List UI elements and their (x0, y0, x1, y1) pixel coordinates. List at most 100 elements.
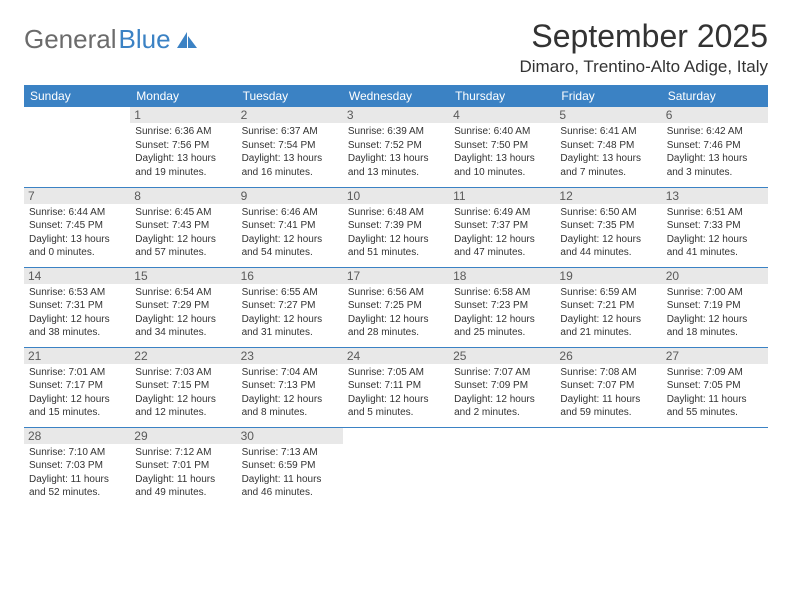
day-info: Sunrise: 6:56 AMSunset: 7:25 PMDaylight:… (348, 286, 444, 340)
day-info: Sunrise: 7:12 AMSunset: 7:01 PMDaylight:… (135, 446, 231, 500)
day-info: Sunrise: 6:53 AMSunset: 7:31 PMDaylight:… (29, 286, 125, 340)
calendar-body: 1 Sunrise: 6:36 AMSunset: 7:56 PMDaylight… (24, 107, 768, 507)
day-info: Sunrise: 7:13 AMSunset: 6:59 PMDaylight:… (242, 446, 338, 500)
day-number: 12 (555, 188, 661, 204)
day-info: Sunrise: 6:50 AMSunset: 7:35 PMDaylight:… (560, 206, 656, 260)
day-info: Sunrise: 6:37 AMSunset: 7:54 PMDaylight:… (242, 125, 338, 179)
calendar-day-cell: 19 Sunrise: 6:59 AMSunset: 7:21 PMDayligh… (555, 267, 661, 347)
day-number: 27 (662, 348, 768, 364)
calendar-day-cell: 8 Sunrise: 6:45 AMSunset: 7:43 PMDaylight… (130, 187, 236, 267)
calendar-day-cell: 29 Sunrise: 7:12 AMSunset: 7:01 PMDayligh… (130, 427, 236, 507)
calendar-week-row: 28 Sunrise: 7:10 AMSunset: 7:03 PMDayligh… (24, 427, 768, 507)
weekday-header: Saturday (662, 85, 768, 107)
calendar-day-cell: 7 Sunrise: 6:44 AMSunset: 7:45 PMDaylight… (24, 187, 130, 267)
day-number: 24 (343, 348, 449, 364)
calendar-day-cell: 24 Sunrise: 7:05 AMSunset: 7:11 PMDayligh… (343, 347, 449, 427)
calendar-day-cell: 21 Sunrise: 7:01 AMSunset: 7:17 PMDayligh… (24, 347, 130, 427)
day-number: 8 (130, 188, 236, 204)
day-info: Sunrise: 7:10 AMSunset: 7:03 PMDaylight:… (29, 446, 125, 500)
day-number: 15 (130, 268, 236, 284)
day-info: Sunrise: 6:55 AMSunset: 7:27 PMDaylight:… (242, 286, 338, 340)
day-info: Sunrise: 6:44 AMSunset: 7:45 PMDaylight:… (29, 206, 125, 260)
day-number: 6 (662, 107, 768, 123)
calendar-week-row: 21 Sunrise: 7:01 AMSunset: 7:17 PMDayligh… (24, 347, 768, 427)
calendar-day-cell: 2 Sunrise: 6:37 AMSunset: 7:54 PMDaylight… (237, 107, 343, 187)
day-number: 5 (555, 107, 661, 123)
day-number: 14 (24, 268, 130, 284)
calendar-day-cell: 5Sunrise: 6:41 AMSunset: 7:48 PMDaylight… (555, 107, 661, 187)
day-info: Sunrise: 6:51 AMSunset: 7:33 PMDaylight:… (667, 206, 763, 260)
day-info: Sunrise: 6:58 AMSunset: 7:23 PMDaylight:… (454, 286, 550, 340)
day-number: 29 (130, 428, 236, 444)
location: Dimaro, Trentino-Alto Adige, Italy (519, 57, 768, 77)
calendar-day-cell: 10 Sunrise: 6:48 AMSunset: 7:39 PMDayligh… (343, 187, 449, 267)
calendar-empty-cell (343, 427, 449, 507)
calendar-day-cell: 22 Sunrise: 7:03 AMSunset: 7:15 PMDayligh… (130, 347, 236, 427)
calendar-day-cell: 25 Sunrise: 7:07 AMSunset: 7:09 PMDayligh… (449, 347, 555, 427)
month-title: September 2025 (519, 18, 768, 55)
day-info: Sunrise: 6:48 AMSunset: 7:39 PMDaylight:… (348, 206, 444, 260)
day-number: 3 (343, 107, 449, 123)
day-number: 1 (130, 107, 236, 123)
day-info: Sunrise: 7:07 AMSunset: 7:09 PMDaylight:… (454, 366, 550, 420)
weekday-header: Sunday (24, 85, 130, 107)
calendar-empty-cell (24, 107, 130, 187)
day-number: 13 (662, 188, 768, 204)
calendar-day-cell: 27Sunrise: 7:09 AMSunset: 7:05 PMDayligh… (662, 347, 768, 427)
day-number: 18 (449, 268, 555, 284)
calendar-day-cell: 30 Sunrise: 7:13 AMSunset: 6:59 PMDayligh… (237, 427, 343, 507)
day-number: 21 (24, 348, 130, 364)
calendar-day-cell: 11Sunrise: 6:49 AMSunset: 7:37 PMDayligh… (449, 187, 555, 267)
day-info: Sunrise: 6:36 AMSunset: 7:56 PMDaylight:… (135, 125, 231, 179)
logo: GeneralBlue (24, 24, 199, 55)
day-number: 16 (237, 268, 343, 284)
calendar-day-cell: 20Sunrise: 7:00 AMSunset: 7:19 PMDayligh… (662, 267, 768, 347)
day-info: Sunrise: 6:42 AMSunset: 7:46 PMDaylight:… (667, 125, 763, 179)
day-number: 26 (555, 348, 661, 364)
calendar-day-cell: 18 Sunrise: 6:58 AMSunset: 7:23 PMDayligh… (449, 267, 555, 347)
day-number: 2 (237, 107, 343, 123)
calendar-day-cell: 28 Sunrise: 7:10 AMSunset: 7:03 PMDayligh… (24, 427, 130, 507)
day-info: Sunrise: 7:00 AMSunset: 7:19 PMDaylight:… (667, 286, 763, 340)
weekday-header: Monday (130, 85, 236, 107)
weekday-header: Thursday (449, 85, 555, 107)
logo-sail-icon (175, 30, 199, 50)
day-number: 17 (343, 268, 449, 284)
day-info: Sunrise: 6:49 AMSunset: 7:37 PMDaylight:… (454, 206, 550, 260)
day-info: Sunrise: 7:03 AMSunset: 7:15 PMDaylight:… (135, 366, 231, 420)
weekday-header: Friday (555, 85, 661, 107)
calendar-day-cell: 17 Sunrise: 6:56 AMSunset: 7:25 PMDayligh… (343, 267, 449, 347)
day-number: 19 (555, 268, 661, 284)
day-info: Sunrise: 7:01 AMSunset: 7:17 PMDaylight:… (29, 366, 125, 420)
calendar-day-cell: 9Sunrise: 6:46 AMSunset: 7:41 PMDaylight… (237, 187, 343, 267)
calendar-day-cell: 15Sunrise: 6:54 AMSunset: 7:29 PMDayligh… (130, 267, 236, 347)
day-info: Sunrise: 6:59 AMSunset: 7:21 PMDaylight:… (560, 286, 656, 340)
day-info: Sunrise: 6:39 AMSunset: 7:52 PMDaylight:… (348, 125, 444, 179)
day-number: 4 (449, 107, 555, 123)
day-number: 25 (449, 348, 555, 364)
day-number: 7 (24, 188, 130, 204)
day-number: 28 (24, 428, 130, 444)
calendar-week-row: 1 Sunrise: 6:36 AMSunset: 7:56 PMDaylight… (24, 107, 768, 187)
day-info: Sunrise: 7:05 AMSunset: 7:11 PMDaylight:… (348, 366, 444, 420)
calendar-day-cell: 3 Sunrise: 6:39 AMSunset: 7:52 PMDaylight… (343, 107, 449, 187)
day-number: 22 (130, 348, 236, 364)
day-info: Sunrise: 7:08 AMSunset: 7:07 PMDaylight:… (560, 366, 656, 420)
day-number: 30 (237, 428, 343, 444)
day-info: Sunrise: 6:45 AMSunset: 7:43 PMDaylight:… (135, 206, 231, 260)
day-info: Sunrise: 6:40 AMSunset: 7:50 PMDaylight:… (454, 125, 550, 179)
weekday-header-row: SundayMondayTuesdayWednesdayThursdayFrid… (24, 85, 768, 107)
calendar-empty-cell (449, 427, 555, 507)
weekday-header: Wednesday (343, 85, 449, 107)
calendar-day-cell: 14 Sunrise: 6:53 AMSunset: 7:31 PMDayligh… (24, 267, 130, 347)
calendar-day-cell: 6 Sunrise: 6:42 AMSunset: 7:46 PMDaylight… (662, 107, 768, 187)
calendar-day-cell: 4 Sunrise: 6:40 AMSunset: 7:50 PMDaylight… (449, 107, 555, 187)
day-number: 10 (343, 188, 449, 204)
calendar-week-row: 14 Sunrise: 6:53 AMSunset: 7:31 PMDayligh… (24, 267, 768, 347)
logo-text-blue: Blue (119, 24, 171, 55)
day-info: Sunrise: 7:04 AMSunset: 7:13 PMDaylight:… (242, 366, 338, 420)
calendar-empty-cell (555, 427, 661, 507)
calendar-day-cell: 16 Sunrise: 6:55 AMSunset: 7:27 PMDayligh… (237, 267, 343, 347)
calendar-day-cell: 26 Sunrise: 7:08 AMSunset: 7:07 PMDayligh… (555, 347, 661, 427)
calendar-day-cell: 23Sunrise: 7:04 AMSunset: 7:13 PMDayligh… (237, 347, 343, 427)
